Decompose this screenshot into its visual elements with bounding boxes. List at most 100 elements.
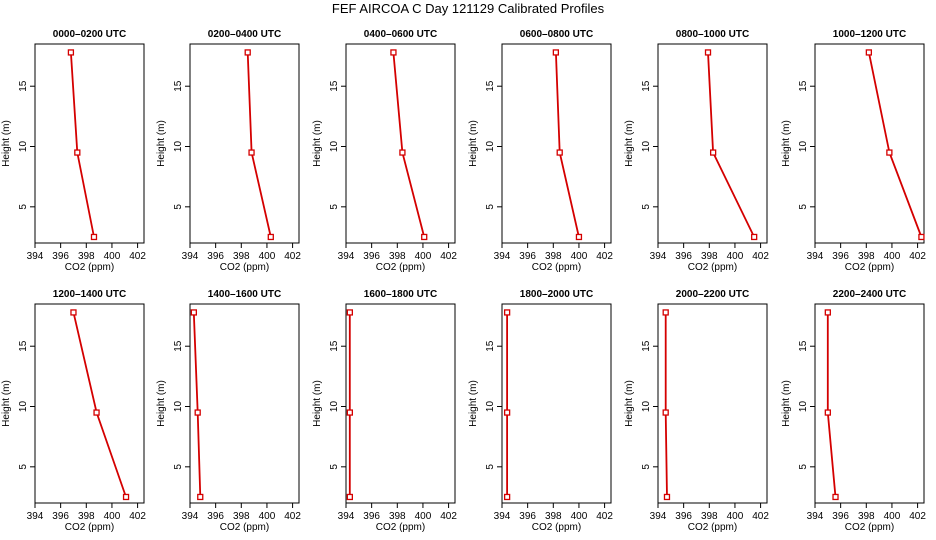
x-tick-label: 396	[832, 511, 849, 522]
profile-line	[392, 52, 426, 238]
x-tick-label: 396	[519, 511, 536, 522]
x-axis-label: CO2 (ppm)	[65, 522, 114, 533]
profile-line	[868, 52, 923, 238]
y-tick-label: 15	[798, 340, 809, 352]
plot-frame	[34, 43, 145, 244]
panel-title: 0800–1000 UTC	[676, 29, 749, 40]
profile-point	[74, 149, 81, 156]
x-tick-label: 394	[27, 511, 44, 522]
profile-point	[663, 493, 671, 501]
y-tick-label: 15	[329, 340, 340, 352]
panel-title: 0000–0200 UTC	[53, 29, 126, 40]
plot-frame	[814, 303, 925, 504]
profile-point	[865, 49, 873, 56]
profile-line	[70, 52, 95, 238]
profile-line	[246, 52, 272, 238]
y-tick-label: 15	[485, 340, 496, 352]
y-axis-label: Height (m)	[312, 120, 323, 167]
y-axis-label: Height (m)	[468, 120, 479, 167]
profile-point	[709, 149, 717, 156]
x-tick-label: 394	[650, 511, 667, 522]
x-tick-label: 400	[727, 511, 744, 522]
profile-line	[555, 52, 580, 238]
x-tick-label: 400	[571, 251, 588, 262]
profile-line	[192, 312, 202, 498]
x-tick-label: 400	[259, 511, 276, 522]
y-tick-label: 5	[329, 464, 340, 470]
x-tick-label: 400	[104, 251, 121, 262]
x-tick-label: 402	[752, 251, 769, 262]
y-tick-label: 10	[641, 141, 652, 153]
x-axis-label: CO2 (ppm)	[376, 262, 425, 273]
profile-line	[664, 312, 668, 498]
profile-panel-9: 1600–1800 UTC 394 396 398 400 402 5 10 15 CO2 (pp…	[312, 289, 457, 533]
profile-point	[886, 149, 893, 156]
figure-title: FEF AIRCOA C Day 121129 Calibrated Profi…	[331, 1, 605, 16]
x-tick-label: 402	[596, 251, 613, 262]
x-tick-label: 398	[389, 511, 406, 522]
x-axis-label: CO2 (ppm)	[532, 262, 581, 273]
y-tick-label: 5	[485, 204, 496, 210]
plot-frame	[501, 303, 612, 504]
plot-frame	[345, 303, 456, 504]
x-tick-label: 400	[727, 251, 744, 262]
profile-point	[503, 493, 511, 501]
profile-point	[399, 149, 406, 156]
x-tick-label: 398	[78, 251, 95, 262]
x-tick-label: 400	[571, 511, 588, 522]
x-tick-label: 394	[338, 251, 355, 262]
profile-line	[72, 312, 127, 498]
y-tick-label: 5	[798, 464, 809, 470]
y-tick-label: 15	[329, 80, 340, 92]
plot-frame	[814, 43, 925, 244]
x-tick-label: 398	[78, 511, 95, 522]
x-axis-label: CO2 (ppm)	[220, 522, 269, 533]
plot-frame	[657, 303, 768, 504]
x-tick-label: 398	[389, 251, 406, 262]
profile-point	[704, 49, 712, 56]
x-tick-label: 394	[807, 511, 824, 522]
profile-point	[832, 493, 839, 501]
x-tick-label: 398	[233, 251, 250, 262]
y-tick-label: 10	[798, 141, 809, 153]
y-tick-label: 15	[641, 340, 652, 352]
y-tick-label: 15	[18, 80, 29, 92]
y-tick-label: 15	[18, 340, 29, 352]
plot-frame	[501, 43, 612, 244]
profile-point	[90, 233, 98, 241]
panel-title: 1200–1400 UTC	[53, 289, 126, 300]
profile-panel-7: 1200–1400 UTC 394 396 398 400 402 5 10 15 CO2 (pp…	[1, 289, 146, 533]
x-axis-label: CO2 (ppm)	[688, 522, 737, 533]
y-tick-label: 15	[173, 340, 184, 352]
y-tick-label: 10	[485, 401, 496, 413]
x-tick-label: 396	[675, 251, 692, 262]
x-tick-label: 394	[807, 251, 824, 262]
profile-point	[93, 409, 100, 416]
plot-frame	[34, 303, 145, 504]
profile-point	[194, 409, 201, 416]
profile-point	[346, 409, 353, 416]
y-axis-label: Height (m)	[624, 380, 635, 427]
profile-panel-11: 2000–2200 UTC 394 396 398 400 402 5 10 15 CO2 (pp…	[624, 289, 769, 533]
profile-panel-3: 0400–0600 UTC 394 396 398 400 402 5 10 15 CO2 (pp…	[312, 29, 457, 273]
profile-point	[267, 233, 274, 241]
x-tick-label: 394	[182, 511, 199, 522]
x-tick-label: 394	[494, 251, 511, 262]
x-axis-label: CO2 (ppm)	[65, 262, 114, 273]
y-tick-label: 10	[798, 401, 809, 413]
x-tick-label: 400	[415, 511, 432, 522]
x-tick-label: 398	[545, 251, 562, 262]
x-tick-label: 394	[338, 511, 355, 522]
x-tick-label: 396	[52, 251, 69, 262]
x-axis-label: CO2 (ppm)	[220, 262, 269, 273]
x-tick-label: 402	[440, 251, 457, 262]
profile-point	[67, 49, 75, 56]
x-axis-label: CO2 (ppm)	[845, 262, 894, 273]
x-tick-label: 402	[909, 511, 926, 522]
x-tick-label: 402	[596, 511, 613, 522]
y-tick-label: 10	[329, 401, 340, 413]
panel-title: 1000–1200 UTC	[833, 29, 906, 40]
y-tick-label: 5	[641, 464, 652, 470]
y-tick-label: 10	[173, 401, 184, 413]
x-tick-label: 398	[858, 511, 875, 522]
